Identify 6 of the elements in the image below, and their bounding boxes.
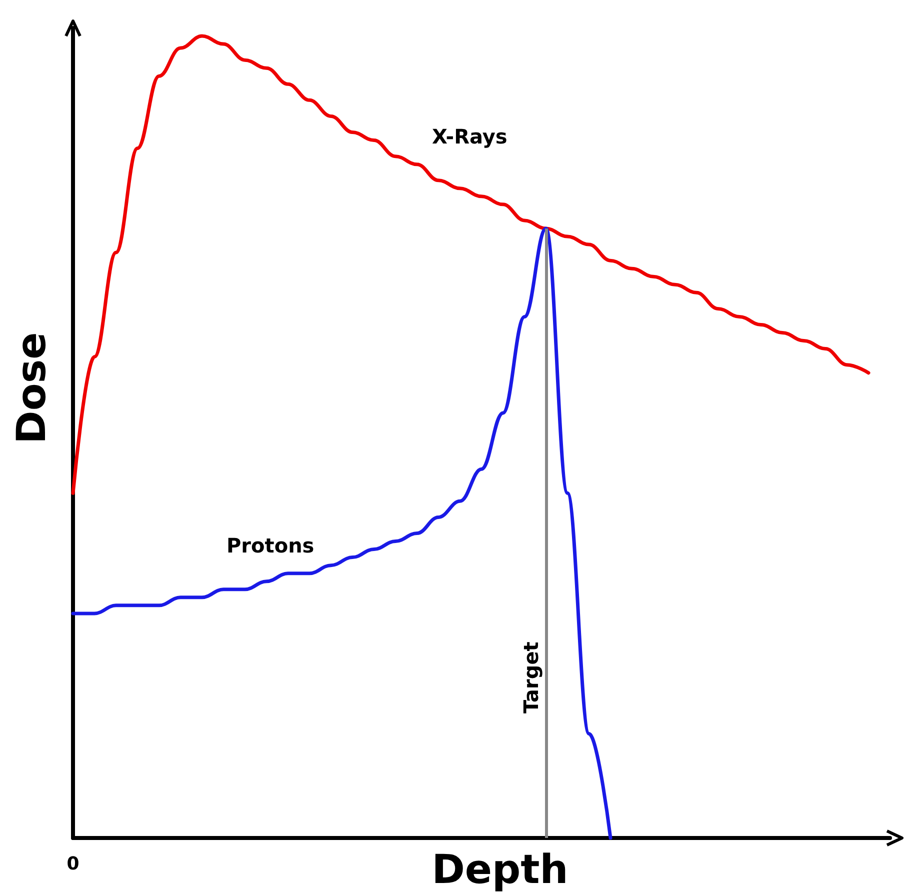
- x-axis-title: Depth: [432, 847, 568, 893]
- y-axis-title: Dose: [9, 332, 55, 444]
- annotation: Target: [519, 641, 543, 714]
- series-label: Protons: [226, 533, 314, 558]
- text: 0: [66, 854, 80, 874]
- series-label: X-Rays: [432, 124, 508, 148]
